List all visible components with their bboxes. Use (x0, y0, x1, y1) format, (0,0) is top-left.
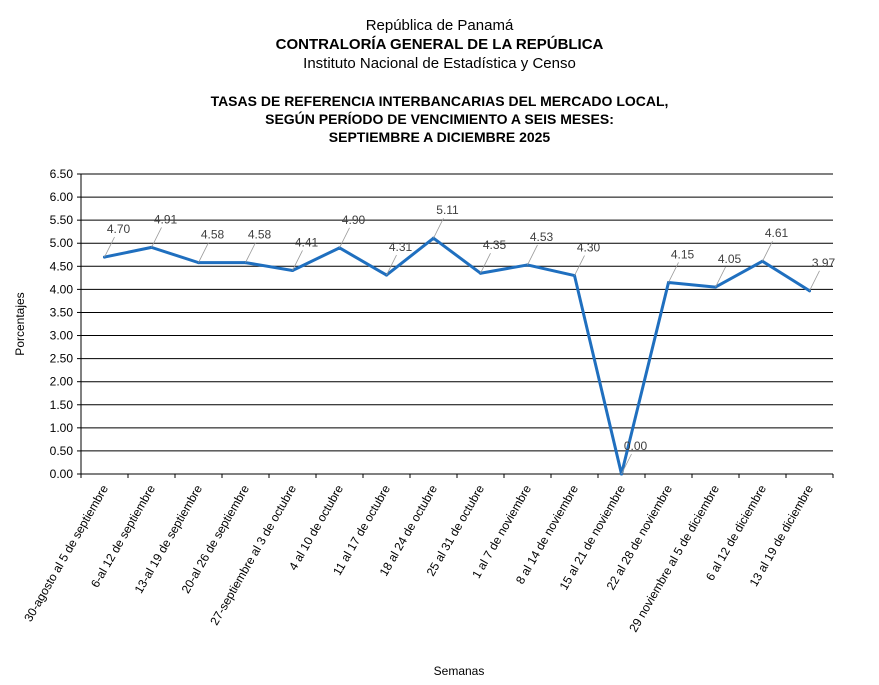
data-label: 4.31 (389, 240, 413, 254)
data-label: 4.53 (530, 230, 554, 244)
data-label: 4.58 (201, 228, 225, 242)
y-tick-label: 3.50 (50, 305, 74, 319)
y-tick-label: 1.00 (50, 421, 74, 435)
y-tick-label: 5.00 (50, 236, 74, 250)
y-tick-label: 2.50 (50, 352, 74, 366)
data-label-leader (339, 227, 350, 249)
chart-title-line-3: SEPTIEMBRE A DICIEMBRE 2025 (328, 129, 551, 145)
data-label: 4.58 (248, 228, 272, 242)
data-label-leader (480, 253, 491, 274)
data-label: 4.35 (483, 238, 507, 252)
data-label-leader (433, 217, 444, 239)
data-label-leader (527, 244, 538, 266)
header-country: República de Panamá (365, 17, 514, 34)
x-axis-title: Semanas (434, 664, 485, 678)
header-institution: CONTRALORÍA GENERAL DE LA REPÚBLICA (275, 36, 604, 53)
x-category-label: 27-septiembre al 3 de octubre (207, 482, 299, 627)
x-category-label: 30-agosto al 5 de septiembre (21, 482, 111, 624)
y-tick-label: 0.00 (50, 467, 74, 481)
data-label: 0.00 (624, 439, 648, 453)
data-label: 4.70 (107, 222, 131, 236)
data-label: 4.90 (342, 213, 366, 227)
data-label: 4.05 (718, 252, 742, 266)
series-line (103, 236, 811, 476)
data-label-leader (809, 270, 820, 291)
y-tick-label: 6.50 (50, 167, 74, 181)
data-label-leader (762, 241, 773, 262)
data-label-leader (198, 242, 209, 263)
data-label-leader (621, 453, 632, 475)
chart-title-line-1: TASAS DE REFERENCIA INTERBANCARIAS DEL M… (210, 93, 669, 109)
header-institute: Instituto Nacional de Estadística y Cens… (303, 55, 576, 72)
y-tick-label: 3.00 (50, 329, 74, 343)
data-label: 4.61 (765, 226, 789, 240)
data-label: 4.15 (671, 247, 695, 261)
data-label-leader (245, 242, 256, 263)
data-label: 3.97 (812, 256, 836, 270)
data-label-leader (715, 266, 726, 288)
data-label-leader (386, 254, 397, 276)
x-category-label: 29 noviembre al 5 de diciembre (626, 482, 722, 634)
data-label: 4.41 (295, 235, 319, 249)
y-tick-label: 4.50 (50, 259, 74, 273)
chart-title-line-2: SEGÚN PERÍODO DE VENCIMIENTO A SEIS MESE… (265, 111, 614, 127)
y-tick-label: 1.50 (50, 398, 74, 412)
y-tick-label: 2.00 (50, 375, 74, 389)
data-label: 5.11 (436, 203, 459, 217)
y-tick-label: 4.00 (50, 282, 74, 296)
y-axis-title: Porcentajes (13, 292, 27, 355)
y-tick-label: 5.50 (50, 213, 74, 227)
data-label: 4.30 (577, 241, 601, 255)
data-label-leader (104, 236, 115, 258)
data-label-leader (668, 262, 679, 283)
y-tick-label: 6.00 (50, 190, 74, 204)
data-label: 4.91 (154, 212, 178, 226)
data-label-leader (151, 227, 162, 248)
data-label-leader (574, 255, 585, 276)
y-tick-label: 0.50 (50, 444, 74, 458)
data-label-leader (292, 250, 303, 271)
